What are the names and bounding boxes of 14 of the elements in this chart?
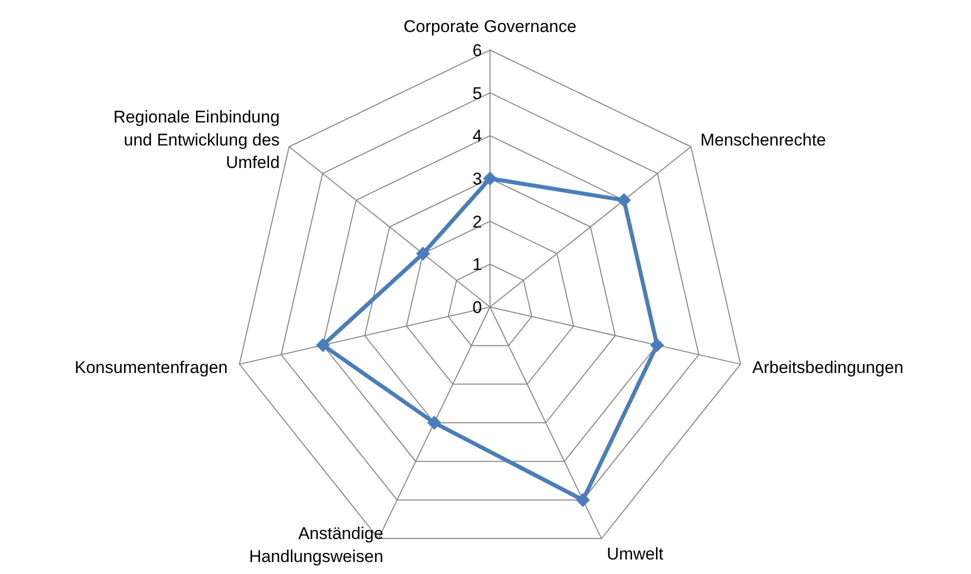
spoke-label: Arbeitsbedingungen xyxy=(752,358,904,377)
y-tick-label: 3 xyxy=(472,170,482,188)
y-tick-label: 6 xyxy=(472,41,482,60)
spoke-label: Corporate Governance xyxy=(404,17,576,36)
y-tick-label: 2 xyxy=(472,212,482,232)
y-tick-label: 4 xyxy=(472,126,482,146)
spoke-label: Regionale Einbindung und Entwicklung des Umfeld xyxy=(113,107,280,172)
spoke-label: Umwelt xyxy=(606,544,664,564)
spoke-label: Menschenrechte xyxy=(700,130,826,150)
spoke-label: Anständige Handlungsweisen xyxy=(249,524,384,566)
spoke-label: Konsumentenfragen xyxy=(74,358,228,377)
y-tick-label: 5 xyxy=(472,84,482,103)
y-tick-label: 1 xyxy=(472,255,482,274)
y-tick-label: 0 xyxy=(472,298,482,317)
